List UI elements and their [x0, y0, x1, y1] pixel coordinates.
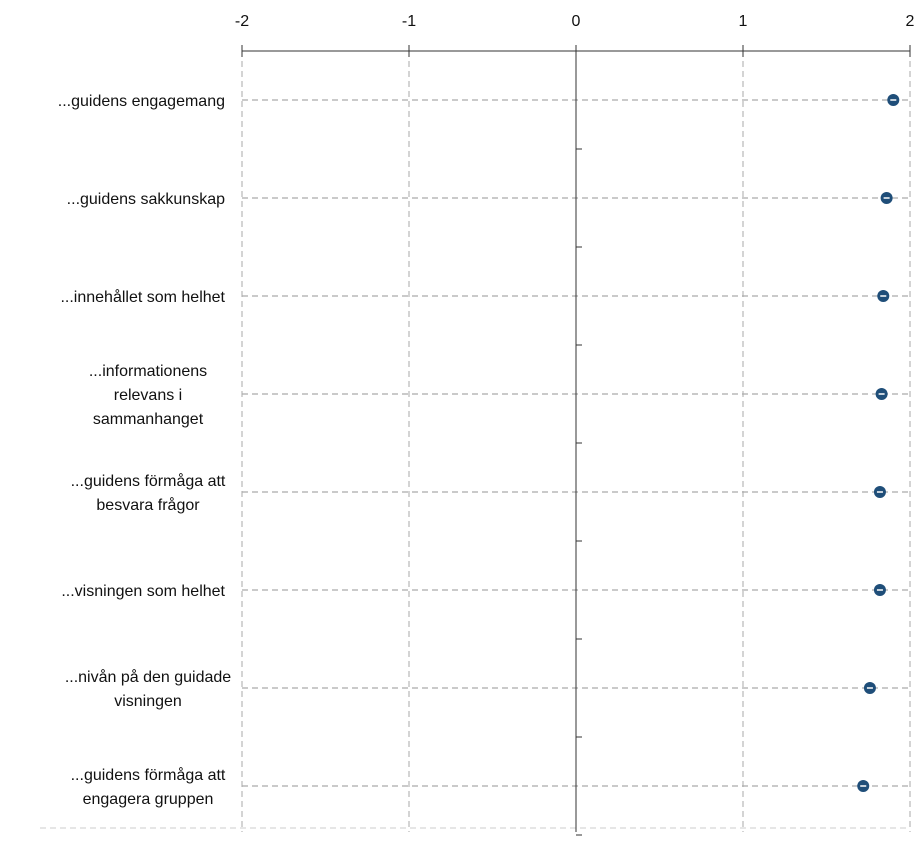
category-label: ...informationens relevans i sammanhanget	[89, 363, 207, 428]
axis-layer: -2 -1 0 1 2	[235, 13, 915, 836]
data-point	[877, 290, 890, 302]
category-label: ...guidens förmåga att engagera gruppen	[71, 766, 226, 808]
category-label-line: ...visningen som helhet	[61, 583, 225, 600]
data-point	[880, 192, 893, 204]
category-label: ...nivån på den guidade visningen	[65, 668, 231, 710]
category-label-line: ...guidens förmåga att	[71, 766, 226, 784]
category-label: ...guidens förmåga att besvara frågor	[71, 472, 226, 514]
x-tick-label: -1	[402, 13, 416, 30]
category-label-line: visningen	[114, 693, 182, 710]
data-point	[857, 780, 870, 792]
category-label: ...innehållet som helhet	[60, 288, 225, 306]
category-label-line: relevans i	[114, 387, 182, 404]
category-label-line: ...innehållet som helhet	[60, 288, 225, 306]
data-point	[875, 388, 888, 400]
category-label-line: ...guidens engagemang	[58, 93, 225, 110]
x-tick-label: -2	[235, 13, 249, 30]
grid-layer	[40, 51, 911, 832]
category-labels: ...guidens engagemang ...guidens sakkunsk…	[58, 93, 232, 808]
category-label-line: ...guidens sakkunskap	[67, 191, 225, 208]
category-label: ...visningen som helhet	[61, 583, 225, 600]
category-label: ...guidens sakkunskap	[67, 191, 225, 208]
category-label-line: besvara frågor	[96, 496, 200, 514]
category-label-line: engagera gruppen	[83, 791, 214, 808]
data-point	[887, 94, 900, 106]
data-point	[873, 486, 886, 498]
data-point	[873, 584, 886, 596]
x-tick-label: 2	[906, 13, 915, 30]
x-tick-label: 1	[739, 13, 748, 30]
data-point	[863, 682, 876, 694]
category-label-line: sammanhanget	[93, 411, 204, 428]
category-label: ...guidens engagemang	[58, 93, 225, 110]
category-label-line: ...nivån på den guidade	[65, 668, 231, 686]
x-tick-label: 0	[572, 13, 581, 30]
category-label-line: ...informationens	[89, 363, 207, 380]
data-points	[857, 94, 900, 792]
category-label-line: ...guidens förmåga att	[71, 472, 226, 490]
